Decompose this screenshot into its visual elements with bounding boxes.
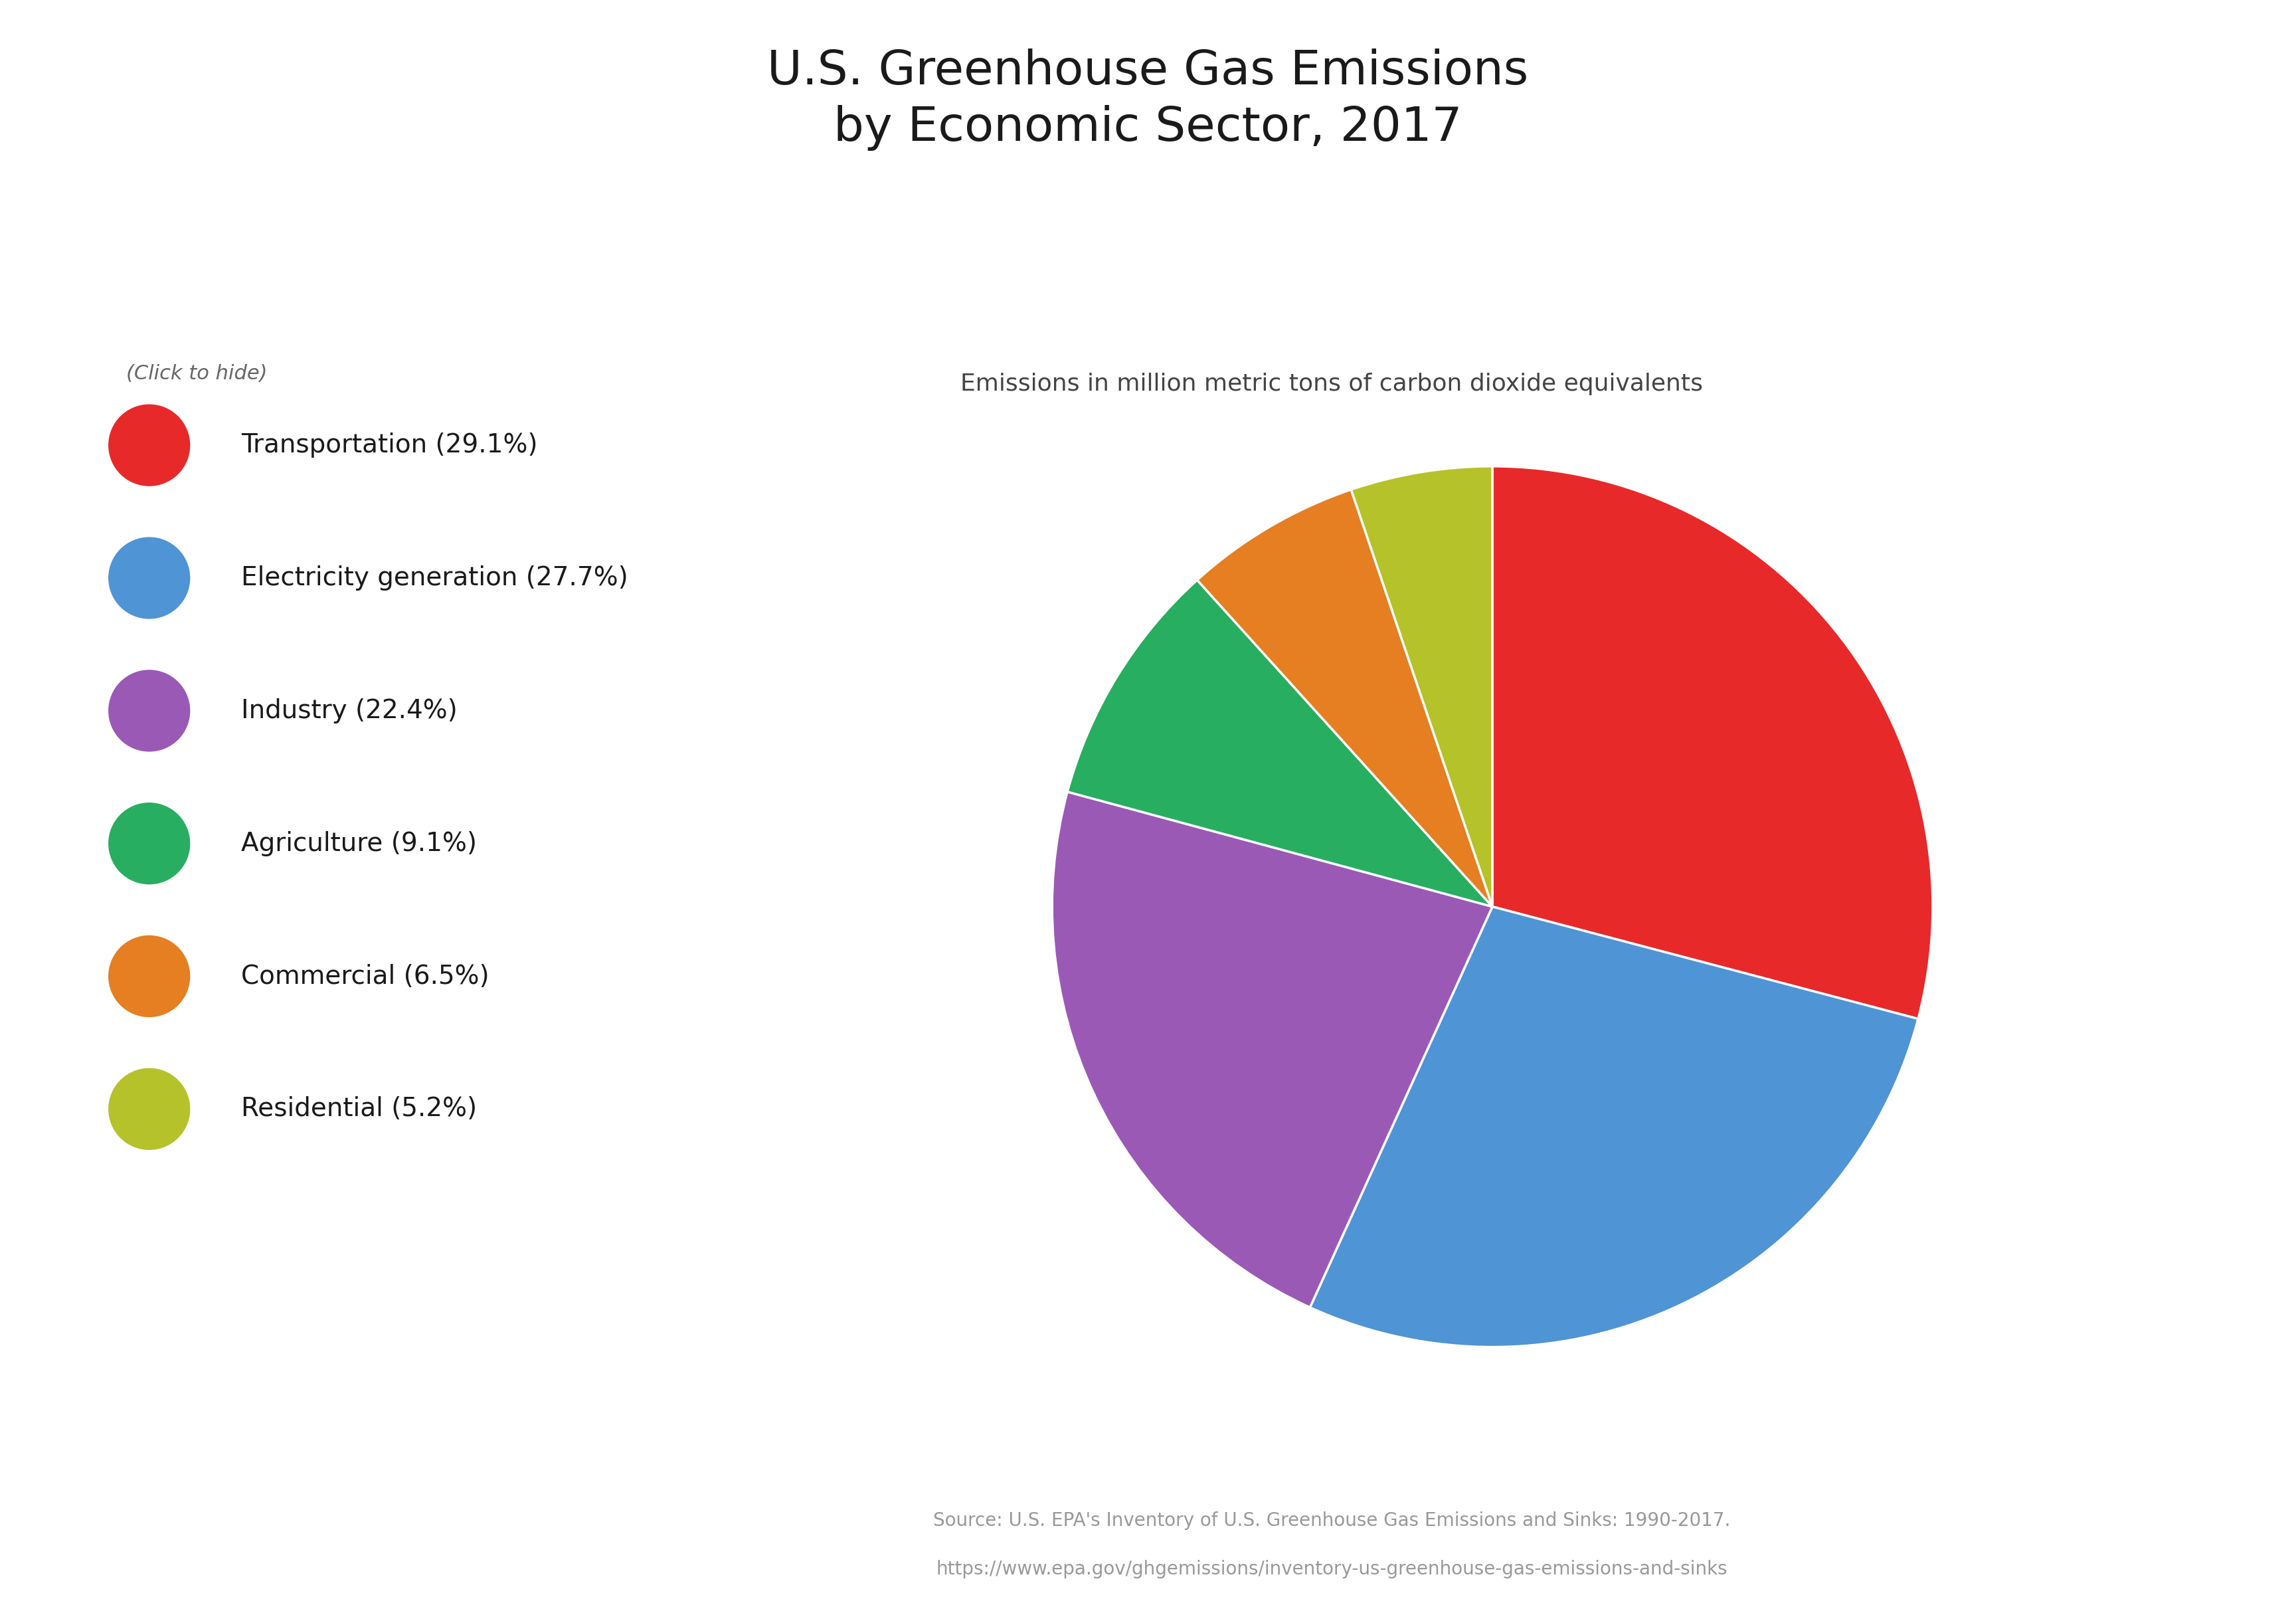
Wedge shape xyxy=(1196,489,1492,907)
Ellipse shape xyxy=(108,936,191,1017)
Text: U.S. Greenhouse Gas Emissions
by Economic Sector, 2017: U.S. Greenhouse Gas Emissions by Economi… xyxy=(767,49,1529,151)
Ellipse shape xyxy=(108,803,191,884)
Wedge shape xyxy=(1068,580,1492,907)
Text: https://www.epa.gov/ghgemissions/inventory-us-greenhouse-gas-emissions-and-sinks: https://www.epa.gov/ghgemissions/invento… xyxy=(937,1561,1727,1579)
Text: Industry (22.4%): Industry (22.4%) xyxy=(241,698,457,724)
Text: Agriculture (9.1%): Agriculture (9.1%) xyxy=(241,831,478,856)
Wedge shape xyxy=(1350,466,1492,907)
Text: (Click to hide): (Click to hide) xyxy=(126,364,266,384)
Text: Commercial (6.5%): Commercial (6.5%) xyxy=(241,963,489,989)
Wedge shape xyxy=(1052,792,1492,1308)
Ellipse shape xyxy=(108,538,191,618)
Ellipse shape xyxy=(108,1069,191,1149)
Text: Transportation (29.1%): Transportation (29.1%) xyxy=(241,432,537,458)
Text: Residential (5.2%): Residential (5.2%) xyxy=(241,1096,478,1122)
Wedge shape xyxy=(1311,907,1917,1347)
Ellipse shape xyxy=(108,670,191,751)
Text: Emissions in million metric tons of carbon dioxide equivalents: Emissions in million metric tons of carb… xyxy=(960,372,1704,395)
Text: Source: U.S. EPA's Inventory of U.S. Greenhouse Gas Emissions and Sinks: 1990-20: Source: U.S. EPA's Inventory of U.S. Gre… xyxy=(932,1512,1731,1530)
Wedge shape xyxy=(1492,466,1933,1018)
Text: Electricity generation (27.7%): Electricity generation (27.7%) xyxy=(241,565,629,591)
Ellipse shape xyxy=(108,405,191,486)
